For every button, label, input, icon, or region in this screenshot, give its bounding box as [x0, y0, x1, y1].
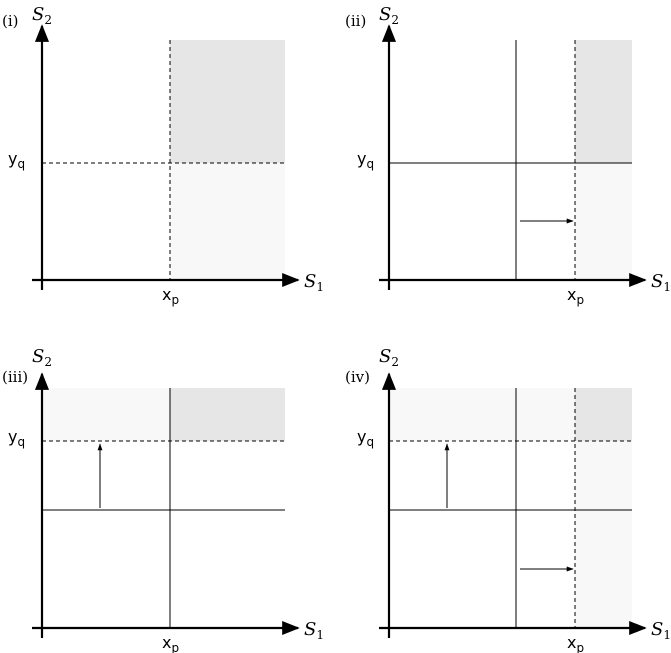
region-light: [170, 163, 285, 280]
panel-label: (iii): [2, 368, 28, 386]
y-axis-sub: 2: [44, 13, 52, 27]
y-marker: yq: [8, 149, 25, 171]
x-axis-sub: 1: [316, 280, 324, 294]
x-axis-label: S1: [651, 619, 671, 642]
region-light: [575, 163, 632, 280]
x-marker-main: x: [162, 285, 171, 304]
x-axis-sub: 1: [663, 280, 671, 294]
region-light-right: [575, 441, 632, 628]
x-axis-sub: 1: [316, 628, 324, 642]
y-marker-main: y: [357, 427, 366, 446]
region-dark: [575, 388, 632, 441]
x-marker-sub: p: [171, 293, 179, 307]
panel-label: (ii): [345, 12, 366, 30]
region-dark: [575, 40, 632, 163]
panel-label: (iv): [345, 368, 370, 386]
x-axis-main: S: [651, 619, 663, 640]
region-dark: [170, 388, 285, 441]
y-marker-main: y: [8, 149, 17, 168]
y-marker-sub: q: [17, 435, 25, 449]
x-axis-main: S: [651, 271, 663, 292]
y-axis-label: S2: [379, 346, 399, 369]
panel-iv: (iv) S2 S1 yq xp: [345, 346, 671, 653]
x-marker-sub: p: [576, 293, 584, 307]
y-marker-sub: q: [366, 157, 374, 171]
x-marker: xp: [162, 633, 179, 653]
y-axis-main: S: [32, 4, 44, 25]
x-marker: xp: [162, 285, 179, 307]
y-axis-main: S: [32, 346, 44, 367]
y-marker-sub: q: [366, 435, 374, 449]
region-light-top: [389, 388, 575, 441]
x-marker-main: x: [567, 633, 576, 652]
y-marker: yq: [357, 149, 374, 171]
panel-ii: (ii) S2 S1 yq xp: [345, 4, 671, 307]
panel-label: (i): [2, 12, 19, 30]
x-marker: xp: [567, 633, 584, 653]
y-marker-sub: q: [17, 157, 25, 171]
x-marker-main: x: [162, 633, 171, 652]
y-marker-main: y: [8, 427, 17, 446]
y-axis-label: S2: [32, 346, 52, 369]
y-axis-sub: 2: [391, 13, 399, 27]
y-axis-sub: 2: [391, 355, 399, 369]
x-axis-main: S: [304, 619, 316, 640]
y-axis-main: S: [379, 4, 391, 25]
y-axis-main: S: [379, 346, 391, 367]
x-axis-label: S1: [304, 271, 324, 294]
y-axis-sub: 2: [44, 355, 52, 369]
region-light: [42, 388, 170, 441]
y-axis-label: S2: [32, 4, 52, 27]
x-axis-label: S1: [651, 271, 671, 294]
panel-i: (i) S2 S1 yq xp: [2, 4, 324, 307]
x-axis-main: S: [304, 271, 316, 292]
y-marker: yq: [357, 427, 374, 449]
x-marker-main: x: [567, 285, 576, 304]
x-marker: xp: [567, 285, 584, 307]
y-marker-main: y: [357, 149, 366, 168]
x-axis-sub: 1: [663, 628, 671, 642]
region-dark: [170, 40, 285, 163]
panel-iii: (iii) S2 S1 yq xp: [2, 346, 324, 653]
y-marker: yq: [8, 427, 25, 449]
x-marker-sub: p: [576, 641, 584, 653]
x-axis-label: S1: [304, 619, 324, 642]
y-axis-label: S2: [379, 4, 399, 27]
x-marker-sub: p: [171, 641, 179, 653]
